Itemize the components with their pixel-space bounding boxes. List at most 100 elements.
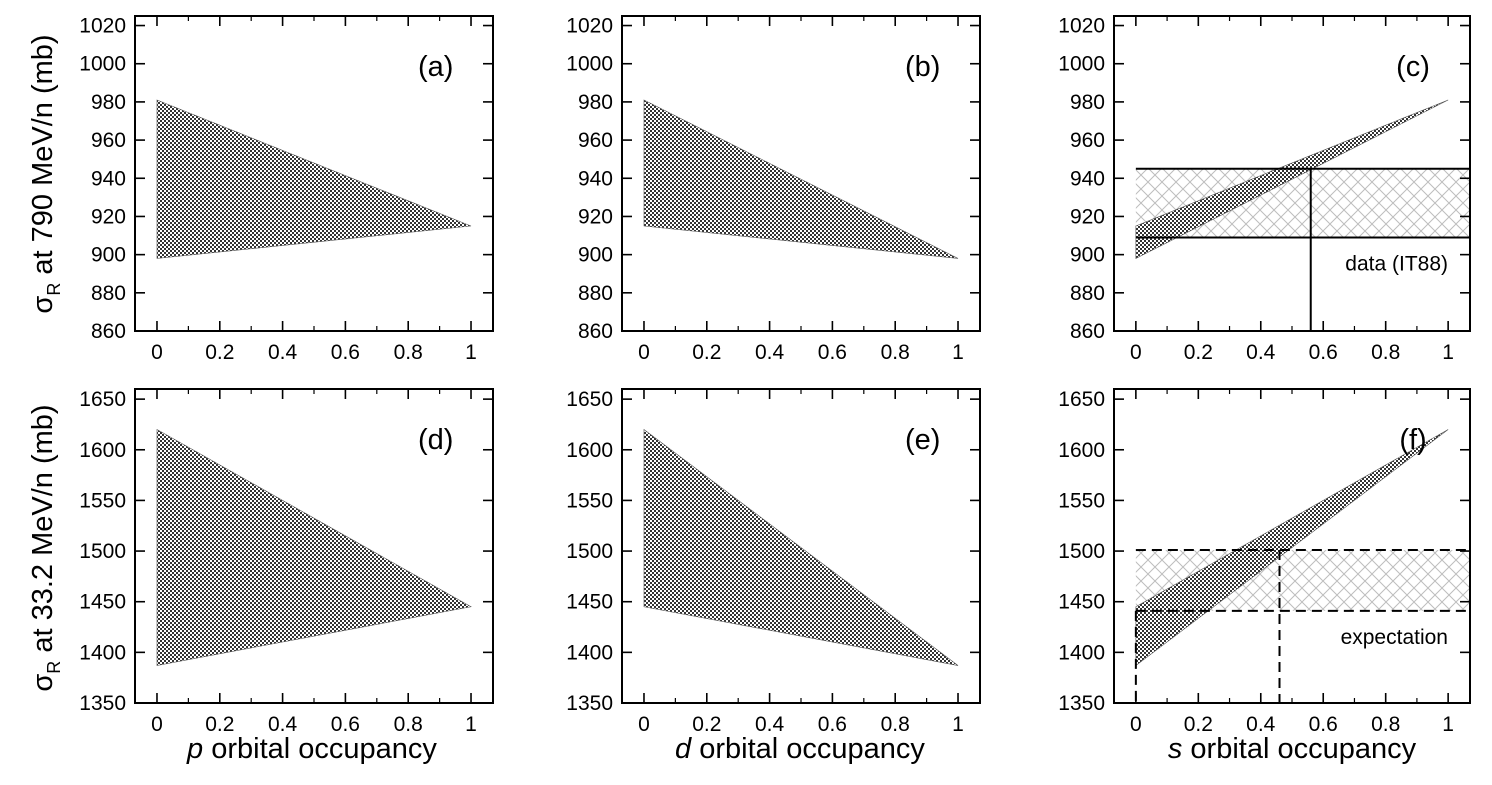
panel-label: (b) — [905, 51, 940, 83]
panel-f: expectation 0 0.2 0.4 0.6 0.8 1 1350 1400 1450 150… — [1058, 388, 1471, 736]
y-tick-label: 1450 — [1058, 591, 1105, 614]
y-tick-label: 1020 — [566, 15, 613, 38]
y-tick-label: 960 — [1070, 129, 1105, 152]
y-tick-label: 940 — [578, 167, 613, 190]
model-band — [156, 429, 472, 666]
y-tick-label: 1650 — [79, 388, 126, 411]
panel-d: 0 0.2 0.4 0.6 0.8 1 1350 1400 1450 1500 1550 1600 16… — [79, 388, 494, 736]
x-tick-label: 0.4 — [755, 713, 785, 736]
y-tick-label: 1450 — [566, 591, 613, 614]
y-tick-label: 940 — [91, 167, 126, 190]
panel-e: 0 0.2 0.4 0.6 0.8 1 1350 1400 1450 1500 1550 1600 16… — [566, 388, 981, 736]
x-tick-label: 0.6 — [818, 713, 847, 736]
y-tick-label: 1020 — [1058, 15, 1105, 38]
x-tick-label: 0.6 — [818, 341, 847, 364]
x-tick-label: 0.2 — [692, 341, 721, 364]
x-tick-label: 1 — [465, 713, 477, 736]
x-tick-label: 0.6 — [331, 713, 360, 736]
x-tick-label: 0.8 — [881, 713, 910, 736]
y-tick-label: 900 — [578, 244, 613, 267]
y-tick-label: 1000 — [566, 53, 613, 76]
col-1-xlabel: d orbital occupancy — [675, 733, 925, 765]
x-tick-label: 0 — [638, 341, 650, 364]
panel-b: 0 0.2 0.4 0.6 0.8 1 860 880 900 920 940 960 980 1000 1… — [566, 15, 981, 364]
x-tick-label: 0 — [1130, 713, 1142, 736]
y-tick-label: 1350 — [79, 692, 126, 715]
col-2-xlabel: s orbital occupancy — [1168, 733, 1417, 765]
y-tick-label: 1400 — [566, 641, 613, 664]
x-tick-label: 0.4 — [1246, 341, 1276, 364]
x-tick-label: 1 — [1442, 713, 1454, 736]
x-tick-label: 0.6 — [1309, 341, 1338, 364]
y-tick-label: 980 — [578, 91, 613, 114]
x-tick-label: 0.4 — [268, 341, 298, 364]
y-tick-label: 1600 — [1058, 439, 1105, 462]
y-tick-label: 880 — [91, 282, 126, 305]
y-tick-label: 960 — [578, 129, 613, 152]
y-tick-label: 980 — [91, 91, 126, 114]
x-tick-label: 0.8 — [1371, 713, 1400, 736]
y-tick-label: 1350 — [1058, 692, 1105, 715]
x-tick-label: 0.6 — [1309, 713, 1338, 736]
model-band — [1135, 99, 1449, 259]
y-tick-label: 1450 — [79, 591, 126, 614]
panel-c: data (IT88) 0 0.2 0.4 0.6 0.8 1 860 880 900 920 940… — [1058, 15, 1471, 364]
y-tick-label: 920 — [91, 205, 126, 228]
y-tick-label: 1550 — [1058, 489, 1105, 512]
x-tick-label: 1 — [1442, 341, 1454, 364]
y-tick-label: 940 — [1070, 167, 1105, 190]
model-band — [643, 99, 959, 259]
x-tick-label: 0 — [1130, 341, 1142, 364]
annotation-label: data (IT88) — [1345, 252, 1448, 275]
x-tick-label: 0.4 — [1246, 713, 1276, 736]
y-tick-label: 860 — [91, 320, 126, 343]
x-tick-label: 0.2 — [205, 341, 234, 364]
x-tick-label: 0.2 — [1184, 341, 1213, 364]
y-tick-label: 1650 — [1058, 388, 1105, 411]
x-tick-label: 0.6 — [331, 341, 360, 364]
y-tick-label: 1550 — [566, 489, 613, 512]
y-tick-label: 1600 — [566, 439, 613, 462]
x-tick-label: 0.2 — [1184, 713, 1213, 736]
panel-a: 0 0.2 0.4 0.6 0.8 1 860 880 900 920 940 960 980 1000 1… — [79, 15, 494, 364]
panel-label: (a) — [418, 51, 453, 83]
x-tick-label: 0.2 — [205, 713, 234, 736]
panel-label: (f) — [1399, 424, 1426, 456]
y-tick-label: 920 — [578, 205, 613, 228]
y-tick-label: 880 — [1070, 282, 1105, 305]
x-tick-label: 0.4 — [755, 341, 785, 364]
panel-label: (d) — [418, 424, 453, 456]
panel-label: (c) — [1396, 51, 1430, 83]
y-tick-label: 960 — [91, 129, 126, 152]
y-tick-label: 1500 — [1058, 540, 1105, 563]
y-tick-label: 1020 — [79, 15, 126, 38]
model-band — [156, 99, 472, 259]
x-tick-label: 0 — [151, 713, 163, 736]
panel-label: (e) — [905, 424, 940, 456]
x-tick-label: 1 — [952, 713, 964, 736]
col-0-xlabel: p orbital occupancy — [186, 733, 437, 765]
y-tick-label: 1600 — [79, 439, 126, 462]
y-tick-label: 920 — [1070, 205, 1105, 228]
y-tick-label: 900 — [1070, 244, 1105, 267]
annotation-label: expectation — [1341, 626, 1448, 649]
x-tick-label: 0 — [151, 341, 163, 364]
y-tick-label: 1000 — [79, 53, 126, 76]
x-tick-label: 0.8 — [881, 341, 910, 364]
x-tick-label: 0.4 — [268, 713, 298, 736]
y-tick-label: 1350 — [566, 692, 613, 715]
y-tick-label: 1400 — [79, 641, 126, 664]
y-tick-label: 1500 — [79, 540, 126, 563]
model-band — [643, 428, 959, 666]
y-tick-label: 980 — [1070, 91, 1105, 114]
x-tick-label: 1 — [952, 341, 964, 364]
y-tick-label: 880 — [578, 282, 613, 305]
y-tick-label: 860 — [578, 320, 613, 343]
y-tick-label: 860 — [1070, 320, 1105, 343]
axis-labels: σR at 790 MeV/n (mb) σR at 33.2 MeV/n (m… — [27, 34, 1417, 765]
row-1-ylabel: σR at 33.2 MeV/n (mb) — [27, 404, 64, 691]
x-tick-label: 0.8 — [394, 341, 423, 364]
x-tick-label: 1 — [465, 341, 477, 364]
y-tick-label: 1000 — [1058, 53, 1105, 76]
